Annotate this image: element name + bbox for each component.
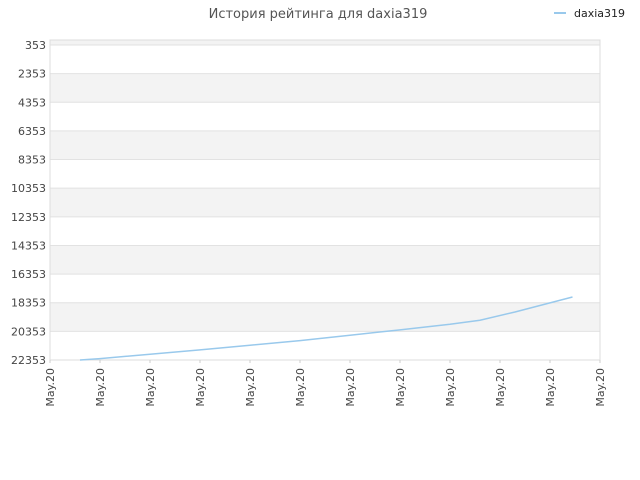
x-tick-label: May.20 (394, 368, 407, 407)
x-axis-ticks: May.20 May.20 May.20 May.20 May.20 May.20 May.… (44, 360, 607, 407)
y-tick-label: 20353 (11, 325, 46, 338)
x-tick-label: May.20 (544, 368, 557, 407)
x-tick-label: May.20 (444, 368, 457, 407)
series-group (79, 296, 573, 361)
grid-band (50, 302, 600, 332)
y-tick-label: 18353 (11, 297, 46, 310)
y-tick-label: 8353 (18, 154, 46, 167)
x-tick-label: May.20 (194, 368, 207, 407)
y-tick-label: 14353 (11, 239, 46, 252)
grid-band (50, 73, 600, 103)
x-tick-label: May.20 (244, 368, 257, 407)
y-tick-label: 12353 (11, 211, 46, 224)
legend: daxia319 (554, 7, 625, 20)
y-tick-label: 2353 (18, 68, 46, 81)
y-tick-label: 6353 (18, 125, 46, 138)
x-tick-label: May.20 (94, 368, 107, 407)
x-tick-label: May.20 (494, 368, 507, 407)
grid-band (50, 188, 600, 217)
chart-title: История рейтинга для daxia319 (209, 7, 428, 22)
series-line-daxia319 (79, 296, 573, 361)
y-tick-label: 4353 (18, 96, 46, 109)
grid-band (50, 40, 600, 45)
x-tick-label: May.20 (594, 368, 607, 407)
y-tick-label: 10353 (11, 182, 46, 195)
grid-band (50, 130, 600, 160)
grid-band (50, 245, 600, 275)
legend-label: daxia319 (574, 7, 625, 20)
y-axis-ticks: 353 2353 4353 6353 8353 10353 12353 14353 16353 1… (11, 39, 46, 367)
x-tick-label: May.20 (294, 368, 307, 407)
y-tick-label: 353 (25, 39, 46, 52)
x-tick-label: May.20 (344, 368, 357, 407)
y-tick-label: 22353 (11, 354, 46, 367)
x-tick-label: May.20 (44, 368, 57, 407)
grid-bands (50, 40, 600, 332)
x-tick-label: May.20 (144, 368, 157, 407)
plot-area (49, 39, 601, 361)
y-tick-label: 16353 (11, 268, 46, 281)
